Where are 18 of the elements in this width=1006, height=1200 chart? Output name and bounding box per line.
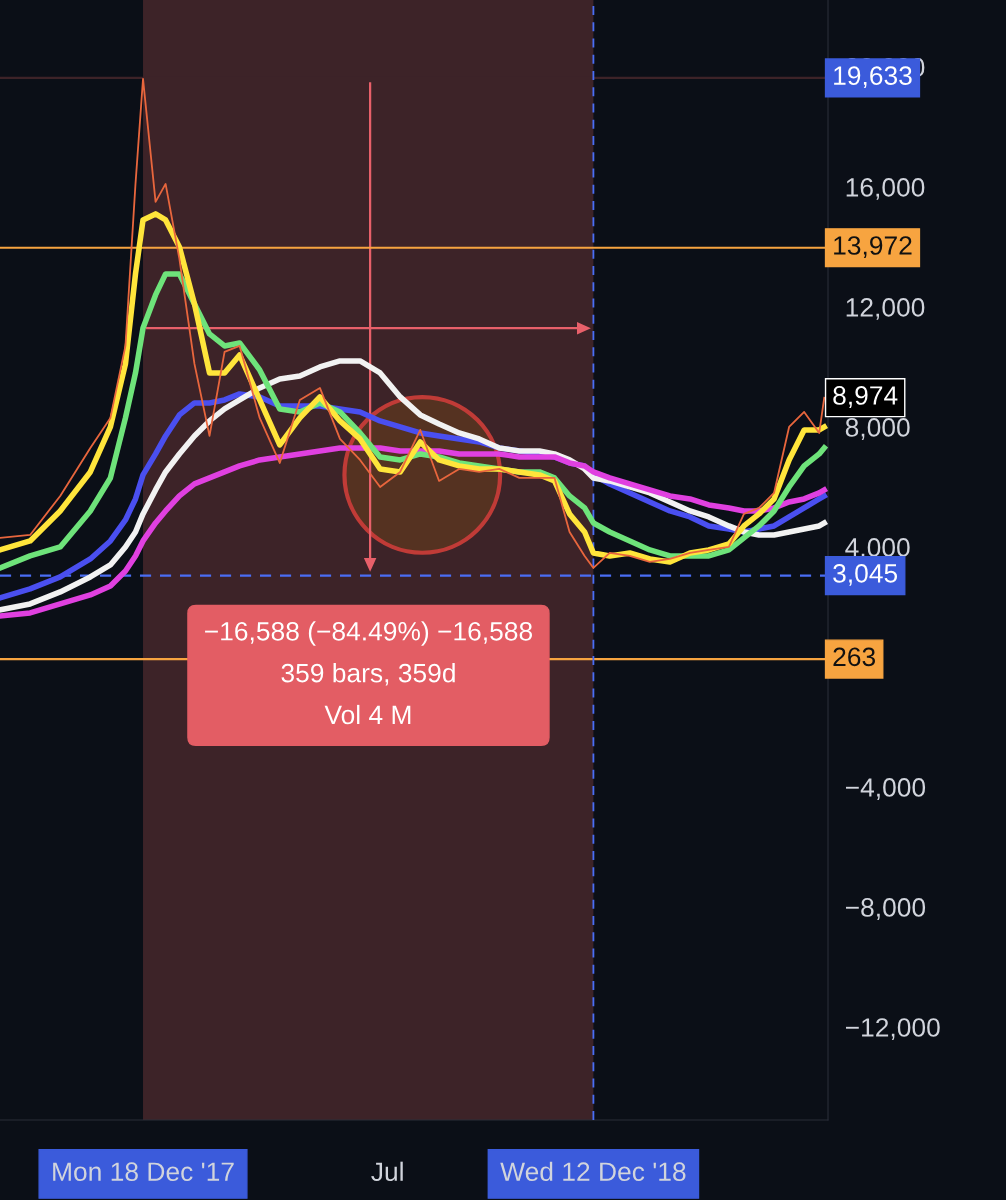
- y-tick-label: −4,000: [845, 778, 926, 800]
- y-tick-label: 4,000: [845, 538, 910, 560]
- x-tick-label: Wed 12 Dec '18: [500, 1161, 686, 1182]
- line-series: [0, 78, 826, 569]
- annotation: 359 bars, 359d: [281, 663, 455, 686]
- ref-line-label: 13,972: [834, 236, 912, 258]
- y-tick-label: −12,000: [845, 1018, 940, 1040]
- y-tick-label: 16,000: [846, 178, 925, 200]
- y-tick-label: 8,000: [845, 418, 910, 440]
- x-tick-label: Jul: [371, 1161, 403, 1182]
- annotation: 8,974: [833, 386, 898, 408]
- annotation: Vol 4 M: [324, 704, 411, 725]
- y-tick-label: −8,000: [845, 898, 926, 920]
- annotation: −16,588 (−84.49%) −16,588: [205, 621, 533, 646]
- ref-line-label: 3,045: [833, 564, 898, 586]
- x-tick-label: Mon 18 Dec '17: [53, 1162, 234, 1182]
- y-tick-label: 12,000: [846, 298, 925, 320]
- ref-line-label: 263: [833, 647, 876, 667]
